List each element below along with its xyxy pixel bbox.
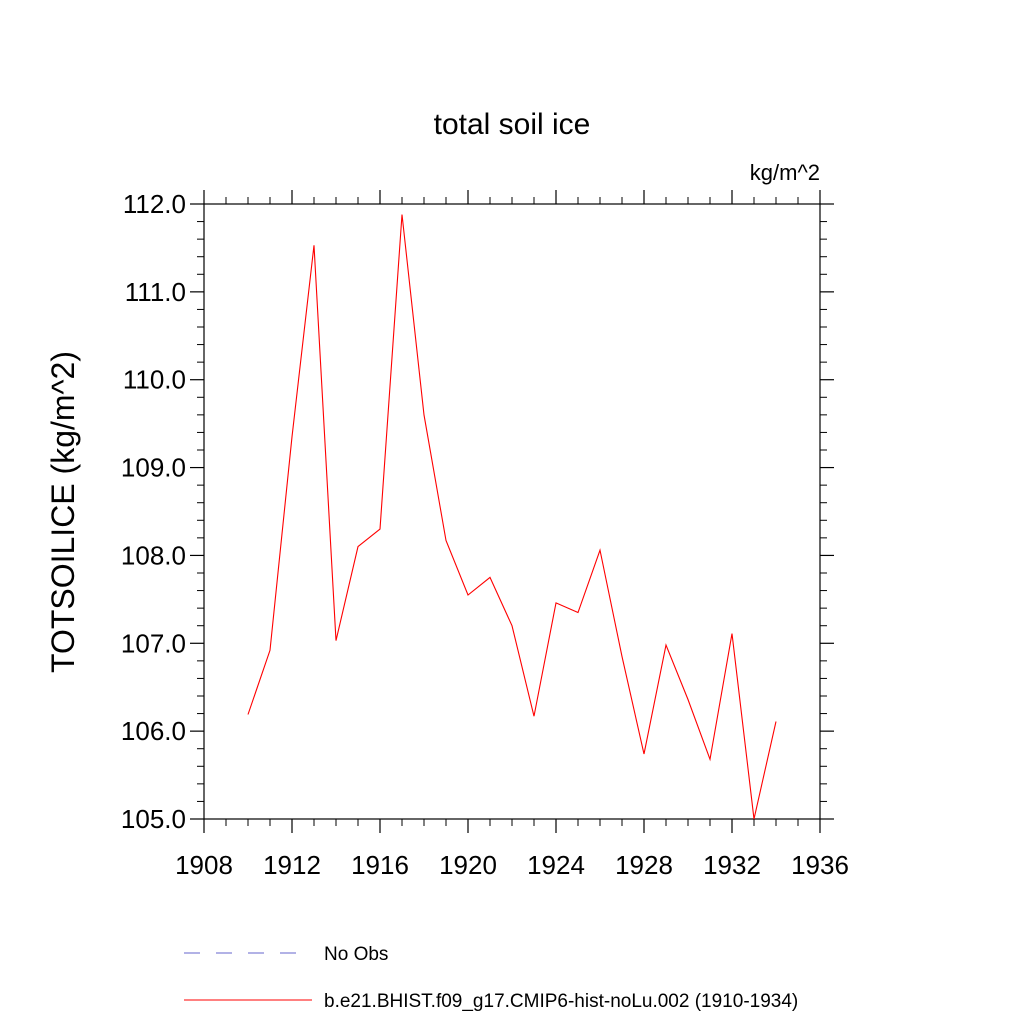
series-lines bbox=[247, 214, 777, 820]
y-tick-label: 105.0 bbox=[121, 804, 186, 834]
series-line bbox=[247, 214, 777, 820]
y-tick-label: 112.0 bbox=[123, 189, 186, 219]
y-tick-label: 111.0 bbox=[125, 277, 186, 307]
legend-label: No Obs bbox=[324, 944, 388, 965]
x-tick-label: 1932 bbox=[703, 850, 761, 880]
legend: No Obs b.e21.BHIST.f09_g17.CMIP6-hist-noL… bbox=[184, 944, 798, 1012]
units-label: kg/m^2 bbox=[750, 160, 820, 185]
axis-ticks: 1908 1912 1916 1920 1924 1928 1932 1936 105.0 106… bbox=[121, 189, 849, 880]
x-tick-label: 1936 bbox=[791, 850, 849, 880]
chart-title: total soil ice bbox=[434, 108, 591, 141]
plot-frame bbox=[203, 203, 821, 820]
y-axis-label: TOTSOILICE (kg/m^2) bbox=[45, 351, 81, 673]
x-tick-label: 1916 bbox=[351, 850, 409, 880]
y-tick-label: 106.0 bbox=[121, 716, 186, 746]
x-tick-label: 1920 bbox=[439, 850, 497, 880]
y-tick-label: 109.0 bbox=[121, 453, 186, 483]
y-tick-label: 107.0 bbox=[121, 628, 186, 658]
x-tick-label: 1912 bbox=[263, 850, 321, 880]
y-tick-label: 110.0 bbox=[123, 365, 186, 395]
x-tick-label: 1924 bbox=[527, 850, 585, 880]
y-tick-label: 108.0 bbox=[121, 540, 186, 570]
x-tick-label: 1908 bbox=[175, 850, 233, 880]
legend-label: b.e21.BHIST.f09_g17.CMIP6-hist-noLu.002 … bbox=[324, 991, 798, 1012]
x-tick-label: 1928 bbox=[615, 850, 673, 880]
